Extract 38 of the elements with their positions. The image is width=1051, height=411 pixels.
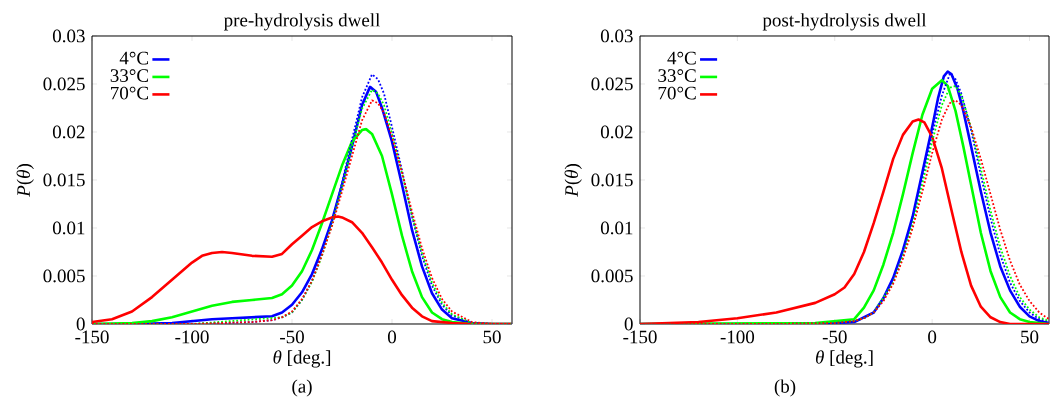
y-tick-label: 0.025: [43, 77, 85, 91]
text: (b): [774, 379, 796, 397]
legend-label: 4°C: [667, 51, 696, 65]
y-tick-label: 0.015: [591, 173, 633, 187]
x-tick-label: -100: [175, 330, 209, 344]
y-tick-label: 0.01: [600, 221, 633, 235]
chart-title: pre-hydrolysis dwell: [223, 13, 380, 31]
y-tick-label: 0.01: [52, 221, 85, 235]
text: (a): [292, 379, 312, 397]
y-axis-title: P(θ): [564, 164, 582, 197]
y-tick-label: 0.005: [591, 269, 633, 283]
y-axis-title: P(θ): [16, 164, 34, 197]
x-tick-label: 0: [387, 330, 397, 344]
y-tick-label: 0.03: [52, 29, 85, 43]
x-tick-label: -100: [720, 330, 755, 344]
chart-title: post-hydrolysis dwell: [762, 13, 927, 31]
y-tick-label: 0.02: [600, 125, 633, 139]
x-tick-label: 50: [483, 330, 501, 344]
x-tick-label: -150: [623, 330, 657, 344]
y-tick-label: 0: [76, 317, 85, 331]
legend-label: 33°C: [658, 69, 696, 83]
x-axis-title: θ [deg.]: [815, 350, 873, 368]
y-tick-label: 0.015: [43, 173, 85, 187]
x-tick-label: 50: [1021, 330, 1039, 344]
legend-label: 70°C: [111, 86, 149, 100]
legend-label: 33°C: [110, 69, 149, 83]
legend-label: 70°C: [658, 86, 696, 100]
x-tick-label: -150: [75, 330, 109, 344]
y-tick-label: 0.02: [52, 125, 85, 139]
y-tick-label: 0.03: [600, 29, 633, 43]
x-axis-title: θ [deg.]: [273, 350, 331, 368]
y-tick-label: 0.005: [43, 269, 85, 283]
x-tick-label: -50: [280, 330, 304, 344]
x-tick-label: 0: [928, 330, 937, 344]
legend-label: 4°C: [119, 51, 149, 65]
y-tick-label: 0.025: [591, 77, 633, 91]
x-tick-label: -50: [822, 330, 847, 344]
y-tick-label: 0: [624, 317, 633, 331]
